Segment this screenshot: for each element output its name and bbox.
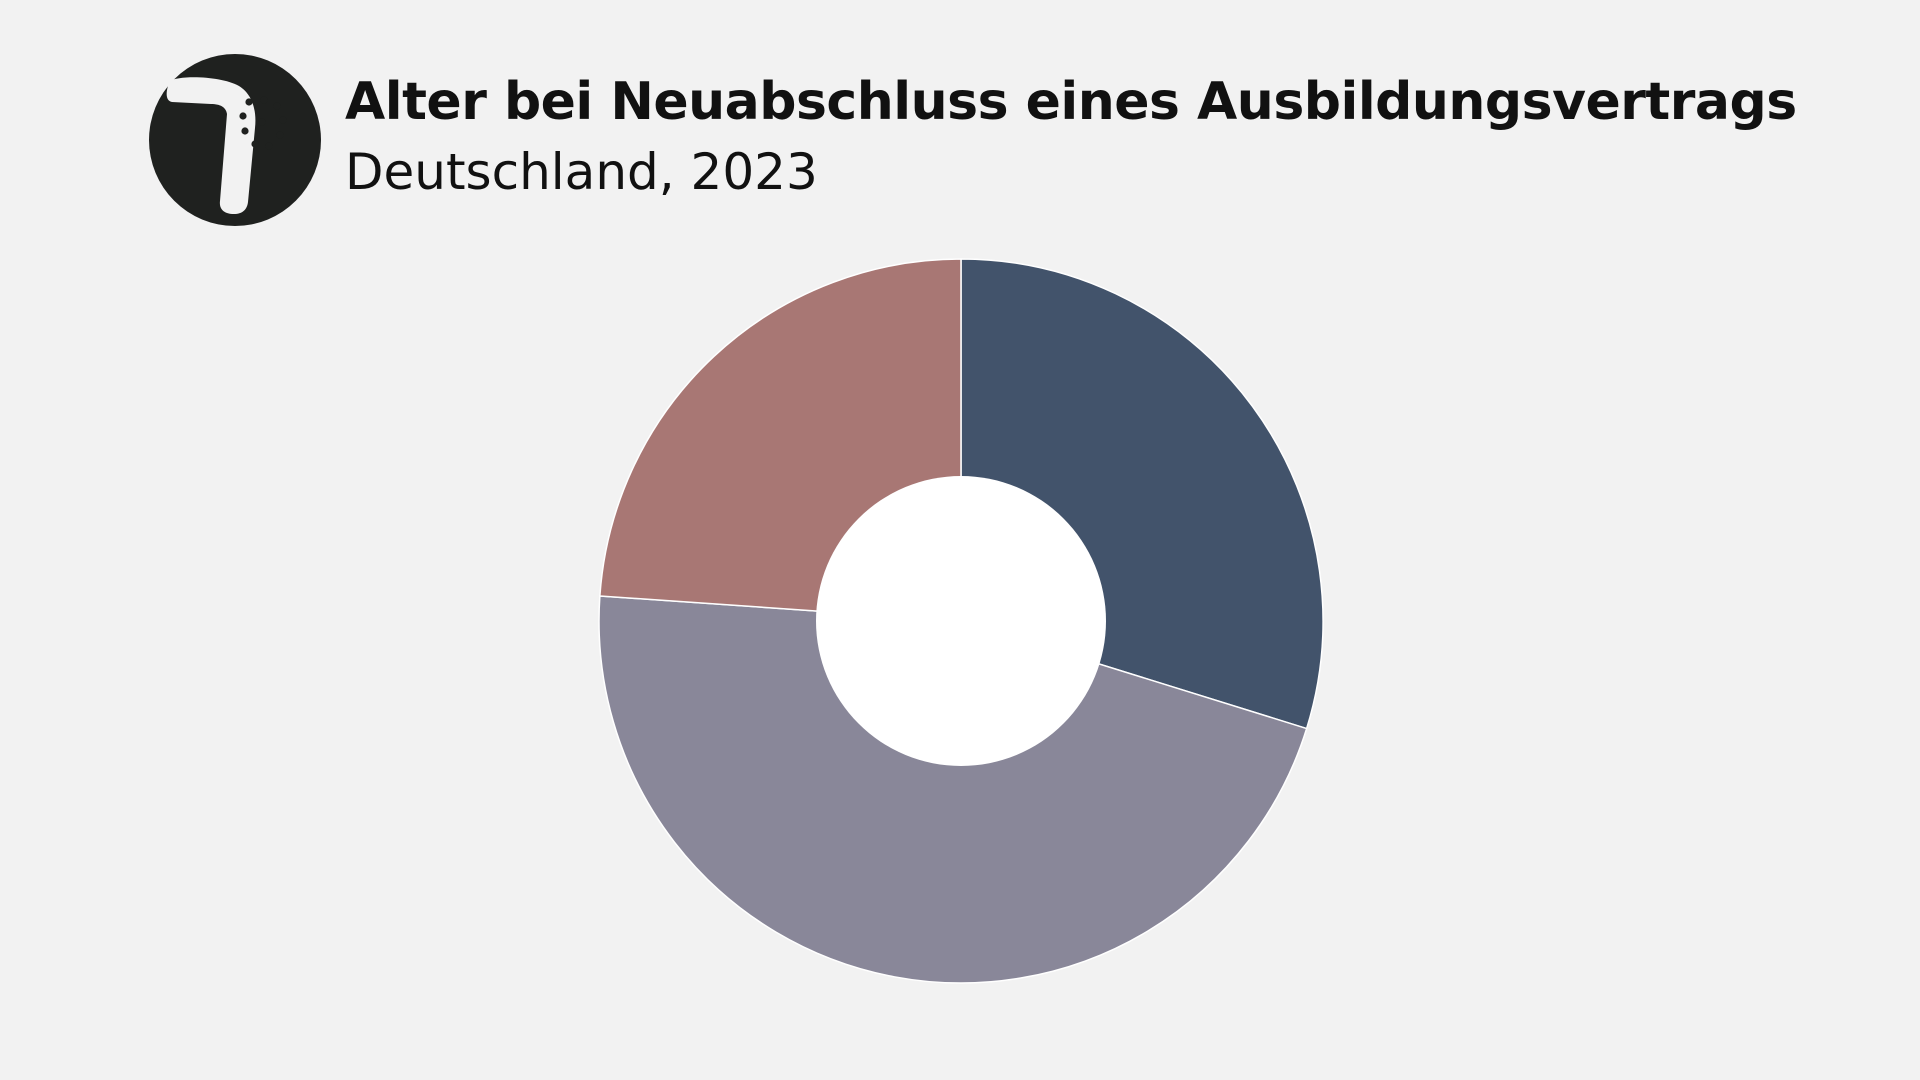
shower-nozzle-dots [239, 96, 287, 150]
chart-subtitle: Deutschland, 2023 [345, 143, 818, 201]
donut-slices [598, 258, 1324, 984]
chart-header: Alter bei Neuabschluss eines Ausbildungs… [345, 62, 1797, 202]
donut-slice-2 [598, 595, 1308, 984]
shower-head-icon [149, 54, 321, 226]
chart-title: Alter bei Neuabschluss eines Ausbildungs… [345, 72, 1797, 132]
donut-hole [816, 476, 1106, 766]
shower-handle-shape [166, 77, 256, 214]
